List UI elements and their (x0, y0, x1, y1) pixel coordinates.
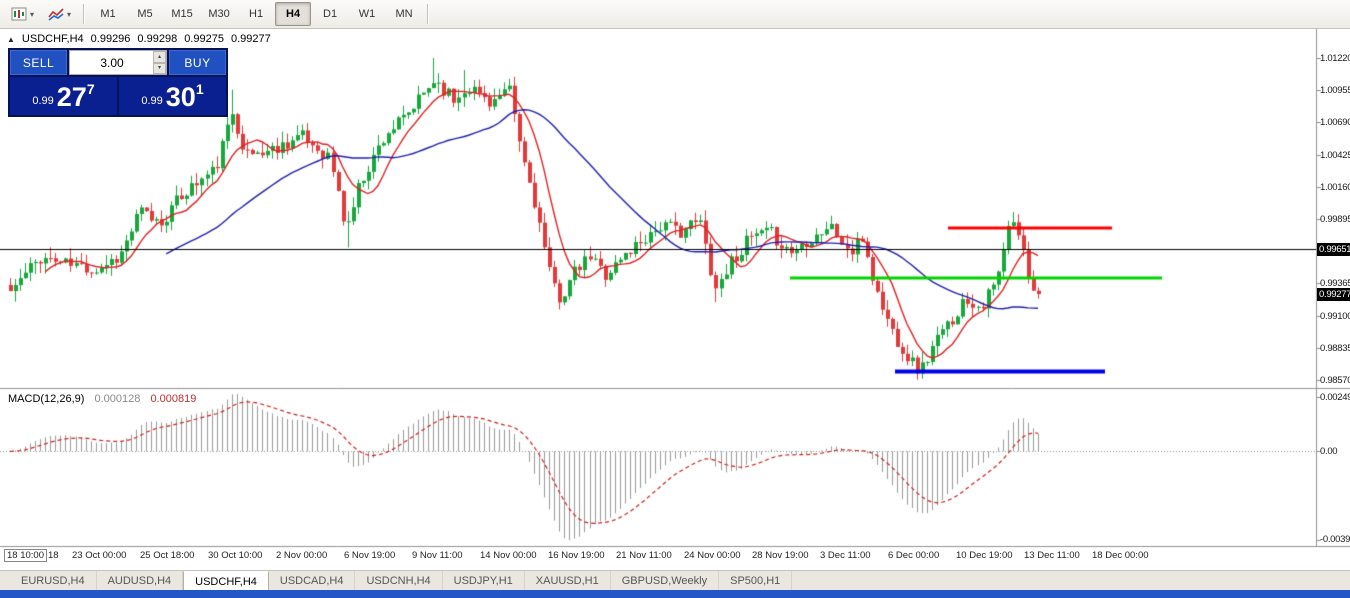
price-marker-label: 0.99277 (1317, 288, 1350, 302)
ohlc-high: 0.99298 (137, 33, 178, 45)
ohlc-low: 0.99275 (184, 33, 224, 45)
buy-price-big-digits: 30 (165, 82, 196, 112)
sell-price-pip-digit: 7 (86, 81, 95, 97)
macd-axis-label: -0.003913 (1320, 534, 1350, 545)
tab-eurusd-h4[interactable]: EURUSD,H4 (10, 571, 97, 591)
price-axis-label: 1.00690 (1320, 117, 1350, 129)
price-axis-label: 1.00160 (1320, 181, 1350, 193)
tab-gbpusd-weekly[interactable]: GBPUSD,Weekly (611, 571, 720, 591)
ohlc-open: 0.99296 (90, 33, 131, 45)
timeframe-button-m1[interactable]: M1 (100, 8, 116, 20)
price-axis-label: 0.98570 (1320, 374, 1350, 386)
macd-axis-label: 0.00 (1320, 446, 1338, 458)
toolbar-separator (427, 4, 430, 24)
price-axis-label: 1.01220 (1320, 53, 1350, 64)
one-click-trade-panel: SELL ▴ ▾ BUY 0.99 27 7 0.99 30 1 (8, 48, 228, 117)
sell-price-display[interactable]: 0.99 27 7 (10, 77, 117, 115)
indicators-glyph (48, 8, 64, 21)
chevron-down-icon: ▾ (30, 9, 35, 19)
macd-indicator-label: MACD(12,26,9) 0.000128 0.000819 (8, 393, 196, 405)
chevron-down-icon: ▾ (67, 9, 72, 19)
timeframe-button-d1[interactable]: D1 (323, 8, 338, 20)
price-axis-label: 1.00955 (1320, 85, 1350, 97)
macd-axis-label: 0.002492 (1320, 392, 1350, 403)
toolbar-separator (83, 4, 86, 24)
volume-decrease-button[interactable]: ▾ (153, 62, 166, 74)
chart-symbol-label: USDCHF,H4 (21, 33, 84, 45)
macd-signal-value: 0.000819 (150, 393, 197, 405)
volume-spinner-buttons: ▴ ▾ (153, 51, 166, 74)
timeframe-button-h4[interactable]: H4 (275, 2, 312, 26)
sell-button[interactable]: SELL (10, 50, 67, 75)
volume-spinner[interactable]: ▴ ▾ (69, 50, 167, 75)
volume-input[interactable] (70, 51, 166, 74)
chart-ohlc-header: ▲ USDCHF,H4 0.99296 0.99298 0.99275 0.99… (7, 33, 271, 45)
timeframe-button-m15[interactable]: M15 (171, 8, 193, 20)
top-toolbar: ▾ ▾ M1 M5 M15 M30 H1 H4 D1 W1 MN (0, 0, 1350, 29)
ohlc-close: 0.99277 (230, 33, 271, 45)
timeframe-button-m30[interactable]: M30 (208, 8, 230, 20)
tab-usdcnh-h4[interactable]: USDCNH,H4 (355, 571, 443, 591)
chart-window-icon[interactable]: ▾ (4, 2, 41, 26)
sell-price-big-digits: 27 (56, 82, 87, 112)
timeframe-button-m5[interactable]: M5 (137, 8, 153, 20)
buy-price-prefix: 0.99 (141, 95, 163, 107)
chart-window-glyph (11, 7, 27, 21)
price-axis-label: 0.99100 (1320, 310, 1350, 322)
chart-tab-bar: EURUSD,H4 AUDUSD,H4 USDCHF,H4 USDCAD,H4 USDC… (0, 570, 1350, 591)
indicators-icon[interactable]: ▾ (41, 2, 78, 26)
price-axis-label: 0.98835 (1320, 342, 1350, 354)
macd-title: MACD(12,26,9) (8, 393, 85, 405)
tab-usdjpy-h1[interactable]: USDJPY,H1 (443, 571, 525, 591)
timeframe-button-w1[interactable]: W1 (358, 8, 376, 20)
macd-main-value: 0.000128 (94, 393, 141, 405)
sell-price-prefix: 0.99 (32, 95, 54, 107)
volume-increase-button[interactable]: ▴ (153, 51, 166, 63)
buy-button[interactable]: BUY (169, 50, 226, 75)
price-axis-label: 0.99365 (1320, 278, 1350, 290)
tab-xauusd-h1[interactable]: XAUUSD,H1 (525, 571, 611, 591)
tab-usdcad-h4[interactable]: USDCAD,H4 (269, 571, 356, 591)
tab-usdchf-h4[interactable]: USDCHF,H4 (183, 571, 269, 591)
buy-price-display[interactable]: 0.99 30 1 (119, 77, 226, 115)
price-axis-label: 0.99895 (1320, 213, 1350, 225)
buy-price-pip-digit: 1 (195, 81, 204, 97)
taskbar-strip (0, 590, 1350, 598)
symbol-marker-icon: ▲ (7, 34, 15, 44)
timeframe-toolbar: M1 M5 M15 M30 H1 H4 D1 W1 MN (90, 2, 422, 26)
price-marker-label: 0.99651 (1317, 242, 1350, 256)
timeframe-button-h1[interactable]: H1 (249, 8, 264, 20)
price-axis-label: 1.00425 (1320, 149, 1350, 161)
timeframe-button-mn[interactable]: MN (395, 8, 413, 20)
price-axis[interactable]: 1.01220 1.00955 1.00690 1.00425 1.00160 0.998… (1316, 0, 1350, 598)
tab-sp500-h1[interactable]: SP500,H1 (719, 571, 793, 591)
tab-audusd-h4[interactable]: AUDUSD,H4 (97, 571, 184, 591)
